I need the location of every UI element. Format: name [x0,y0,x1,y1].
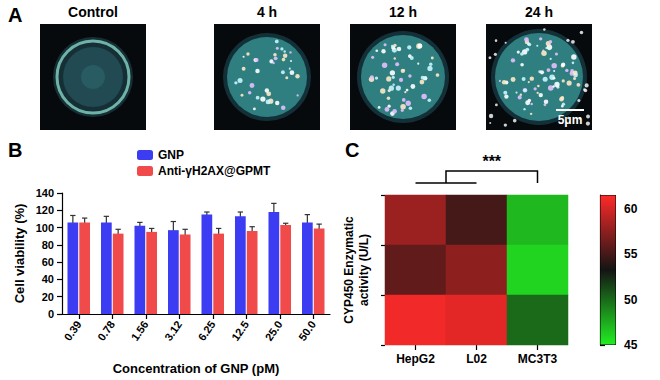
svg-text:0.39: 0.39 [62,319,84,343]
svg-text:GNP: GNP [158,148,184,162]
svg-text:80: 80 [42,239,54,251]
svg-text:L02: L02 [466,352,487,366]
svg-text:CYP450 Enzymatic: CYP450 Enzymatic [342,216,356,324]
svg-text:45: 45 [624,338,638,352]
svg-text:B: B [8,139,22,161]
svg-text:Concentration of GNP (pM): Concentration of GNP (pM) [113,361,280,376]
svg-text:50.0: 50.0 [296,319,318,343]
svg-text:Cell viability (%): Cell viability (%) [12,204,27,304]
svg-text:40: 40 [42,273,54,285]
svg-text:0: 0 [48,308,54,320]
svg-text:25.0: 25.0 [263,319,285,343]
svg-text:activity (U/L): activity (U/L) [357,234,371,306]
svg-text:***: *** [482,153,501,170]
svg-text:Control: Control [68,4,118,20]
svg-text:6.25: 6.25 [196,319,218,343]
svg-text:20: 20 [42,291,54,303]
svg-text:140: 140 [36,187,54,199]
svg-text:C: C [345,139,359,161]
svg-text:100: 100 [36,222,54,234]
svg-text:0.78: 0.78 [95,319,117,343]
svg-text:12.5: 12.5 [229,319,251,343]
svg-text:24 h: 24 h [525,4,553,20]
svg-text:12 h: 12 h [389,4,417,20]
svg-text:A: A [8,4,22,26]
svg-text:4 h: 4 h [257,4,277,20]
svg-text:MC3T3: MC3T3 [518,352,558,366]
svg-text:HepG2: HepG2 [396,352,435,366]
svg-text:60: 60 [42,256,54,268]
svg-text:Anti-γH2AX@GPMT: Anti-γH2AX@GPMT [158,164,271,178]
svg-text:5μm: 5μm [558,113,583,127]
svg-text:60: 60 [624,202,638,216]
svg-text:3.12: 3.12 [162,319,184,343]
svg-text:120: 120 [36,204,54,216]
svg-text:1.56: 1.56 [129,319,151,343]
svg-text:55: 55 [624,247,638,261]
svg-text:50: 50 [624,293,638,307]
